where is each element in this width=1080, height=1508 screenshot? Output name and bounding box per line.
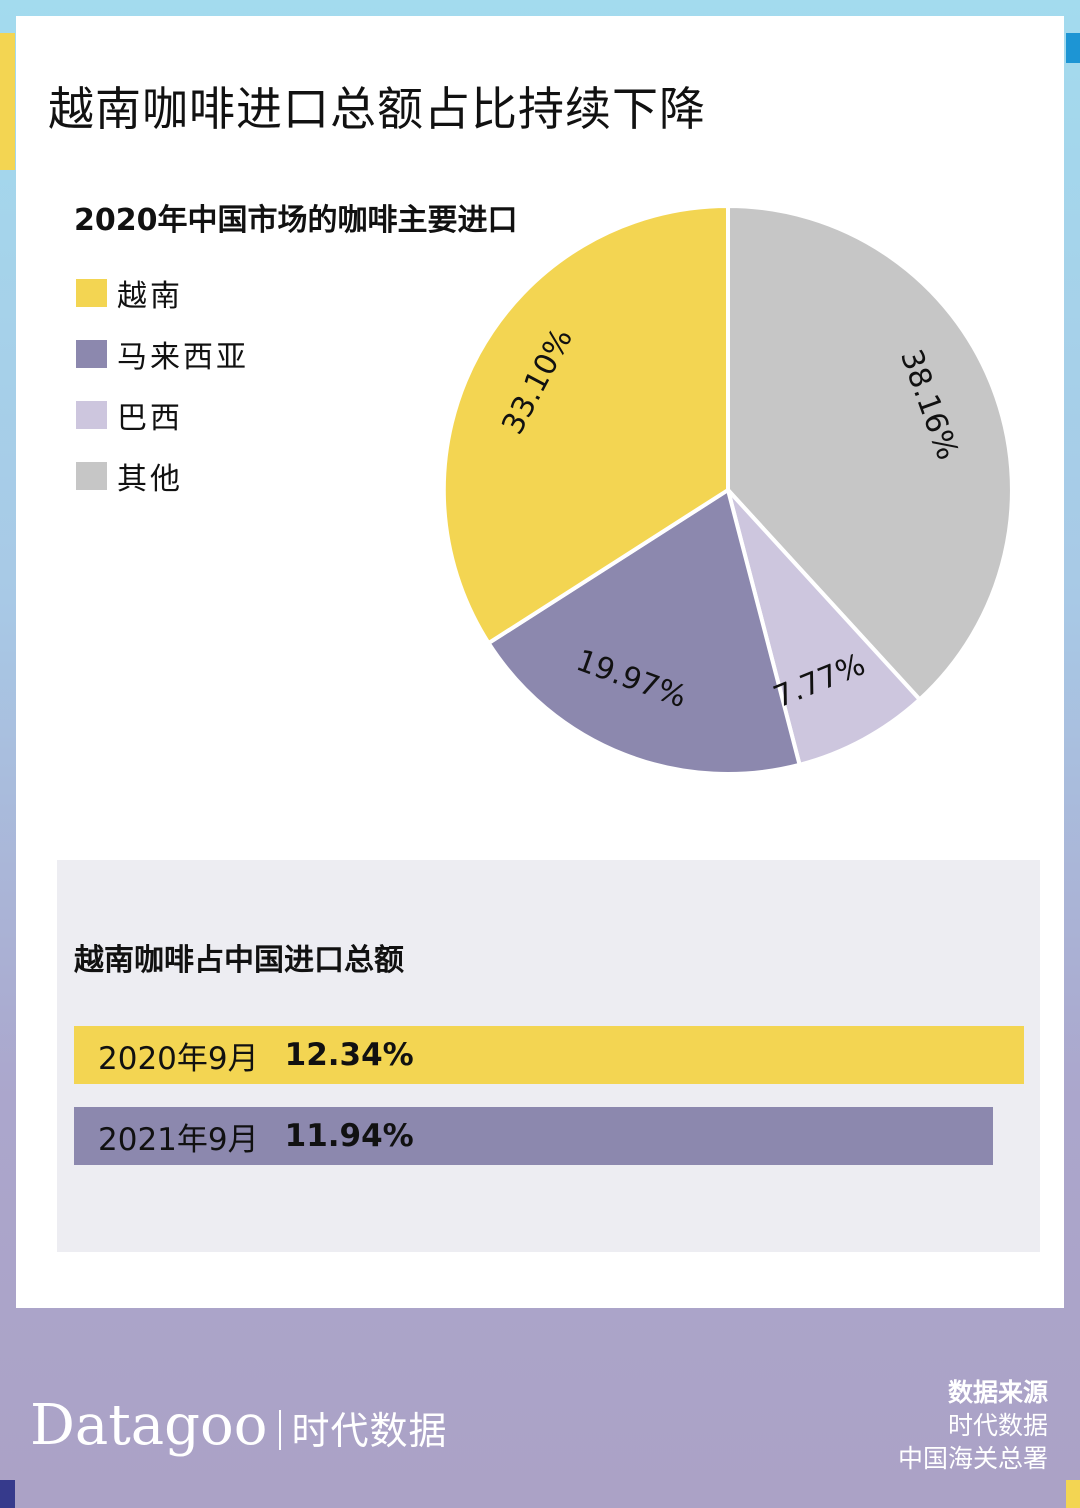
legend-swatch-vietnam <box>76 278 107 307</box>
bar-value-label: 12.34% <box>284 1037 414 1073</box>
accent-bar-navy-bottom <box>0 1480 15 1508</box>
brand-name-cn: 时代数据 <box>291 1409 448 1453</box>
accent-bar-yellow-bottom <box>1066 1480 1080 1508</box>
pie-slice-malaysia[interactable] <box>486 488 802 776</box>
pie-legend: 越南 马来西亚 巴西 其他 <box>76 262 249 506</box>
legend-item-other: 其他 <box>76 445 249 506</box>
source-line: 时代数据 <box>947 1411 1048 1440</box>
legend-swatch-malaysia <box>76 339 107 368</box>
legend-label: 越南 <box>117 278 183 314</box>
accent-bar-yellow-top <box>0 33 15 170</box>
accent-bar-blue-right <box>1066 33 1080 63</box>
legend-item-malaysia: 马来西亚 <box>76 323 249 384</box>
bar-period-label: 2020年9月 <box>98 1040 259 1077</box>
page-title: 越南咖啡进口总额占比持续下降 <box>48 81 706 136</box>
bar-period-label: 2021年9月 <box>98 1121 259 1158</box>
legend-item-brazil: 巴西 <box>76 384 249 445</box>
pie-slice-vietnam[interactable] <box>441 204 730 646</box>
legend-label: 其他 <box>117 461 183 497</box>
legend-item-vietnam: 越南 <box>76 262 249 323</box>
data-source: 数据来源 时代数据 中国海关总署 <box>898 1376 1048 1475</box>
bar-value-label: 11.94% <box>284 1118 414 1154</box>
legend-label: 巴西 <box>117 400 183 436</box>
brand-logo: Datagoo 时代数据 <box>30 1398 447 1454</box>
bar-chart-title: 越南咖啡占中国进口总额 <box>74 943 404 978</box>
bar-2021-09: 2021年9月 11.94% <box>74 1107 993 1165</box>
pie-slice-other[interactable] <box>726 204 1014 702</box>
legend-swatch-brazil <box>76 400 107 429</box>
source-line: 中国海关总署 <box>897 1444 1048 1473</box>
bar-2020-09: 2020年9月 12.34% <box>74 1026 1024 1084</box>
brand-divider <box>279 1410 282 1450</box>
legend-label: 马来西亚 <box>117 339 249 375</box>
legend-swatch-other <box>76 461 107 490</box>
pie-chart-title: 2020年中国市场的咖啡主要进口 <box>74 203 518 238</box>
brand-name: Datagoo <box>30 1393 268 1458</box>
pie-slice-brazil[interactable] <box>726 488 922 767</box>
source-title: 数据来源 <box>947 1378 1048 1407</box>
